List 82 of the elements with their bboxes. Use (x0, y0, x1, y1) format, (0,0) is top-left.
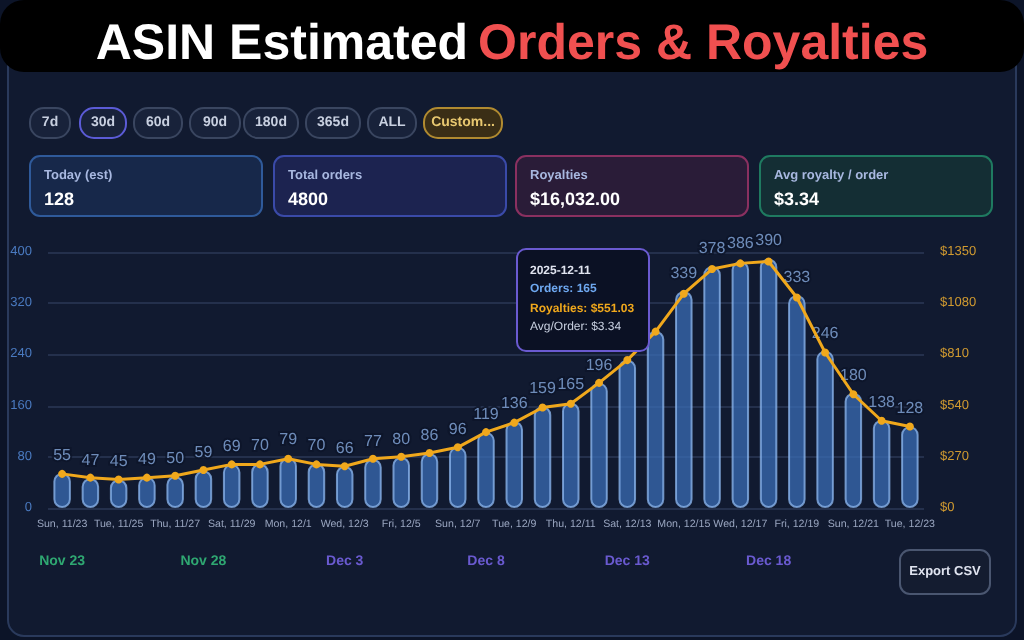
bar (901, 426, 919, 508)
bar (448, 446, 467, 508)
data-label: 138 (868, 392, 897, 411)
point (284, 454, 293, 463)
point (482, 428, 490, 437)
bar (703, 266, 721, 508)
point (566, 399, 575, 408)
bar (477, 431, 495, 508)
data-label: 165 (557, 375, 586, 394)
point (58, 469, 67, 478)
data-label: 79 (279, 430, 299, 449)
point (905, 422, 914, 431)
point (595, 378, 604, 387)
bar (618, 359, 637, 508)
bar (816, 350, 834, 508)
data-label: 119 (473, 404, 500, 423)
data-label: 339 (670, 264, 699, 283)
data-label: 96 (448, 419, 468, 438)
data-label: 196 (585, 355, 614, 374)
bar (844, 392, 863, 508)
bar (590, 382, 608, 508)
point (821, 348, 830, 357)
bar (872, 419, 891, 508)
data-label: 77 (364, 431, 383, 450)
bar (505, 420, 524, 508)
point (397, 452, 406, 461)
point (171, 471, 180, 480)
point (510, 418, 519, 427)
data-label: 59 (194, 443, 214, 462)
data-label: 390 (755, 231, 784, 250)
point (114, 475, 123, 484)
bar (562, 402, 580, 508)
data-label: 45 (109, 452, 129, 471)
point (736, 259, 745, 268)
point (623, 356, 632, 365)
point (708, 265, 717, 274)
bar (759, 258, 778, 508)
data-label: 55 (53, 445, 73, 464)
text: $3.34 (774, 189, 820, 209)
data-label: 50 (166, 449, 186, 467)
text: 4800 (288, 189, 329, 209)
bar (420, 452, 439, 508)
chart-title: ASIN Estimated Orders & Royalties (95, 15, 929, 71)
data-label: 69 (222, 436, 242, 455)
data-label: 136 (500, 393, 529, 412)
bar (533, 406, 552, 508)
bar (731, 260, 750, 508)
data-label: 70 (251, 436, 270, 455)
data-label: 128 (896, 399, 925, 418)
bar (788, 294, 806, 508)
text: 128 (44, 189, 75, 209)
point (877, 416, 886, 425)
data-label: 49 (138, 449, 157, 468)
data-label: 70 (307, 436, 327, 455)
data-label: 66 (335, 438, 355, 457)
point (538, 403, 547, 412)
point (312, 460, 321, 469)
bar (675, 291, 693, 508)
point (764, 257, 773, 266)
data-label: 378 (698, 239, 727, 258)
point (368, 454, 377, 463)
data-label: 47 (81, 450, 101, 469)
data-label: 86 (420, 425, 440, 444)
point (651, 327, 660, 336)
point (227, 460, 236, 469)
point (340, 462, 349, 471)
data-label: 159 (529, 379, 557, 398)
point (199, 466, 208, 475)
data-label: 80 (392, 429, 412, 448)
data-label: 180 (840, 365, 868, 384)
point (679, 289, 688, 298)
point (453, 443, 462, 452)
data-label: 386 (726, 233, 755, 252)
point (849, 390, 858, 399)
point (142, 473, 151, 482)
data-label: 333 (783, 267, 812, 286)
point (792, 293, 801, 302)
point (86, 473, 95, 482)
point (255, 460, 264, 469)
point (425, 449, 434, 458)
text: $16,032.00 (530, 189, 621, 209)
bar (646, 330, 665, 508)
